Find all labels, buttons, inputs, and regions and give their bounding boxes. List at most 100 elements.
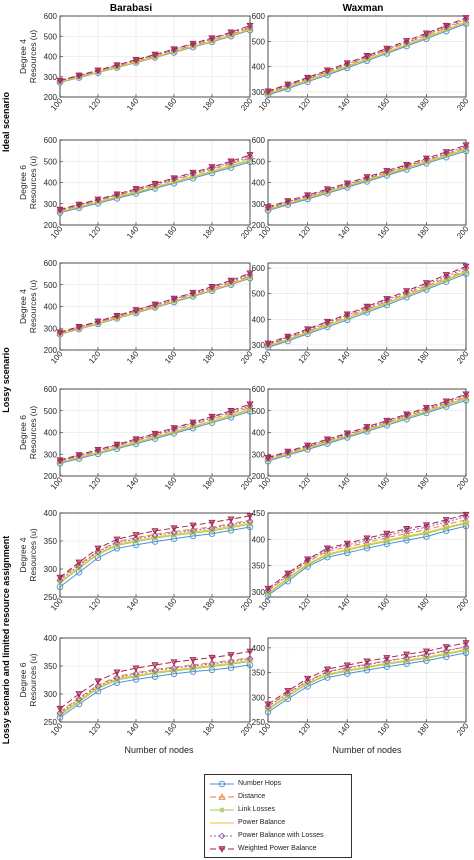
data-point: [304, 442, 312, 450]
legend-swatch: [210, 806, 234, 813]
data-point: [56, 206, 64, 214]
x-tick-label: 100: [257, 96, 273, 112]
data-point: [304, 556, 312, 563]
data-point: [94, 446, 102, 454]
x-tick-label: 160: [163, 475, 179, 491]
data-point: [170, 659, 178, 666]
data-point: [151, 51, 159, 59]
data-point: [227, 516, 235, 523]
y-axis-label: Resources (u): [28, 406, 38, 460]
data-point: [246, 22, 254, 30]
chart-panel-7: 100 120 140 160 180 200200300400500600Degree …: [18, 385, 255, 492]
legend-item-number-hops: Number Hops: [209, 777, 347, 790]
data-point: [423, 655, 430, 662]
data-point: [343, 180, 351, 187]
data-point: [151, 528, 159, 535]
legend-marker: [219, 806, 225, 813]
data-point: [442, 149, 450, 156]
y-tick-label: 200: [252, 221, 266, 230]
y-tick-label: 450: [252, 509, 266, 518]
data-point: [422, 651, 430, 659]
data-point: [132, 57, 140, 64]
x-tick-label: 160: [163, 96, 179, 112]
data-point: [323, 436, 331, 443]
x-tick-label: 120: [297, 721, 313, 737]
data-point: [403, 658, 410, 665]
y-axis-label: Degree 6: [18, 165, 28, 200]
data-point: [189, 289, 197, 297]
x-tick-label: 120: [297, 224, 313, 240]
data-point: [208, 519, 216, 527]
series-line: [59, 156, 251, 211]
legend-label: Number Hops: [238, 780, 282, 787]
y-tick-label: 350: [252, 562, 266, 571]
data-point: [227, 521, 235, 529]
series-power-balance-with-losses: [56, 517, 254, 584]
y-tick-label: 500: [44, 281, 58, 290]
x-tick-label: 200: [455, 721, 471, 737]
y-tick-label: 400: [252, 179, 266, 188]
data-point: [56, 705, 64, 713]
data-point: [443, 525, 449, 532]
series-weighted-power-balance: [56, 648, 254, 713]
legend-swatch: [210, 832, 234, 839]
x-tick-label: 160: [376, 475, 392, 491]
data-point: [94, 545, 102, 553]
y-tick-label: 600: [252, 264, 266, 273]
column-title-barabasi: Barabasi: [110, 3, 152, 14]
data-point: [132, 665, 140, 672]
series-weighted-power-balance: [264, 391, 470, 462]
data-point: [227, 277, 235, 285]
data-point: [383, 530, 391, 538]
x-tick-label: 160: [376, 224, 392, 240]
y-tick-label: 600: [252, 12, 266, 21]
data-point: [423, 285, 430, 291]
data-point: [151, 667, 159, 674]
xlabel-right: Number of nodes: [332, 745, 402, 755]
data-point: [363, 535, 371, 542]
series-line: [59, 526, 251, 588]
panels-group: 100 120 140 160 180 200200300400500600Degree …: [18, 12, 471, 738]
data-point: [151, 531, 159, 539]
data-point: [247, 157, 253, 164]
data-point: [151, 662, 159, 669]
data-point: [94, 67, 102, 74]
y-axis-label: Degree 4: [18, 289, 28, 324]
data-point: [403, 411, 411, 418]
series-line: [59, 522, 251, 583]
data-point: [284, 570, 292, 578]
x-tick-label: 100: [257, 349, 273, 365]
data-point: [403, 161, 411, 169]
y-tick-label: 500: [44, 157, 58, 166]
series-line: [59, 657, 251, 713]
data-point: [75, 562, 83, 570]
data-point: [343, 540, 351, 548]
data-point: [285, 576, 291, 582]
y-tick-label: 400: [44, 509, 58, 518]
data-point: [363, 658, 371, 665]
data-point: [75, 201, 83, 209]
data-point: [323, 545, 331, 552]
data-point: [189, 419, 197, 427]
data-point: [208, 660, 216, 668]
data-point: [422, 523, 430, 531]
x-tick-label: 160: [376, 349, 392, 365]
data-point: [94, 196, 102, 204]
data-point: [94, 682, 102, 690]
data-point: [383, 657, 391, 665]
x-tick-label: 160: [376, 96, 392, 112]
x-tick-label: 120: [297, 96, 313, 112]
y-axis-label: Degree 6: [18, 662, 28, 697]
x-tick-label: 140: [125, 96, 141, 112]
data-point: [363, 303, 371, 311]
y-tick-label: 500: [252, 290, 266, 299]
data-point: [462, 392, 470, 400]
data-point: [151, 180, 159, 188]
series-line: [267, 265, 467, 344]
series-line: [59, 275, 251, 334]
series-line: [59, 407, 251, 462]
data-point: [246, 513, 254, 520]
data-point: [264, 340, 272, 348]
